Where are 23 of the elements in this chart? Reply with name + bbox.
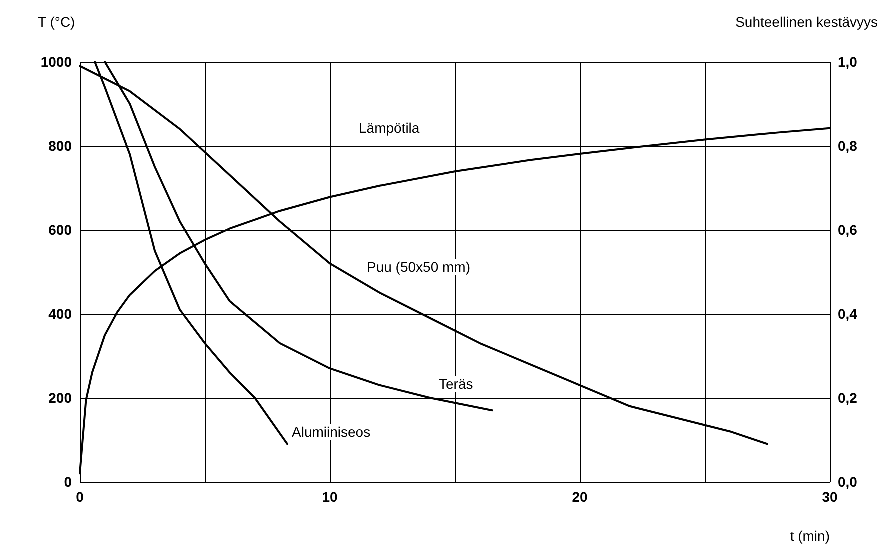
x-axis-title: t (min)	[790, 528, 830, 544]
text: Lämpötila	[359, 120, 420, 136]
y2-axis-title: Suhteellinen kestävyys	[736, 14, 878, 30]
x-tick-label: 0	[76, 489, 84, 505]
x-tick-label: 30	[822, 489, 838, 505]
y2-tick-label: 0,2	[838, 390, 858, 406]
y-axis-title: T (°C)	[38, 14, 76, 30]
y2-tick-label: 0,0	[838, 474, 858, 490]
y-tick-label: 800	[48, 138, 72, 154]
y-tick-label: 200	[48, 390, 72, 406]
y2-tick-label: 0,8	[838, 138, 858, 154]
series-label: Teräs	[439, 376, 474, 392]
y-tick-label: 400	[48, 306, 72, 322]
y-tick-label: 0	[64, 474, 72, 490]
y2-tick-label: 1,0	[838, 54, 858, 70]
y-tick-label: 1000	[40, 54, 72, 70]
x-tick-label: 20	[572, 489, 588, 505]
y2-tick-label: 0,4	[838, 306, 858, 322]
y2-tick-label: 0,6	[838, 222, 858, 238]
series-label: Alumiiniseos	[292, 424, 371, 440]
y-tick-label: 600	[48, 222, 72, 238]
x-tick-label: 10	[322, 489, 338, 505]
series-label: Puu (50x50 mm)	[367, 259, 470, 275]
